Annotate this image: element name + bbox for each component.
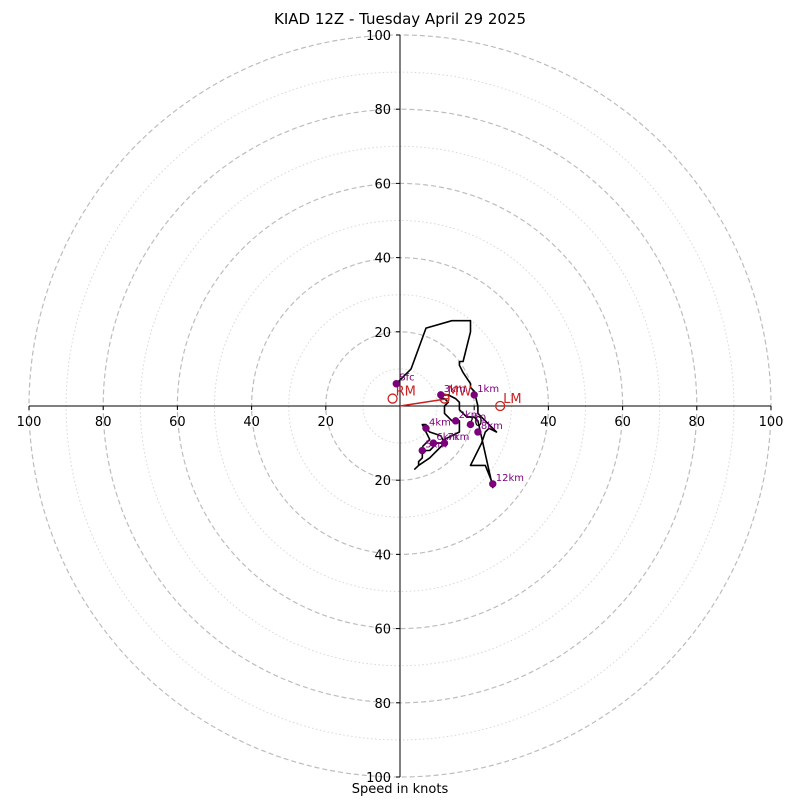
y-tick-label: 80	[374, 103, 391, 118]
height-marker	[470, 391, 478, 399]
height-marker	[422, 424, 430, 432]
storm-motion-label: LM	[503, 392, 521, 407]
tick-labels: 1001008080606040402020202040406060808010…	[17, 29, 784, 786]
height-marker-label: 10	[473, 414, 486, 425]
height-marker-label: 2km	[459, 410, 481, 421]
height-marker	[418, 446, 426, 455]
x-tick-label: 100	[759, 415, 784, 430]
height-marker	[440, 439, 449, 447]
y-tick-label: 20	[374, 474, 391, 489]
x-tick-label: 20	[318, 415, 335, 430]
height-marker	[466, 420, 475, 429]
height-marker-label: 3km	[444, 384, 466, 395]
x-tick-label: 40	[540, 415, 557, 430]
y-tick-label: 80	[374, 697, 391, 712]
height-marker-label: 8km	[481, 421, 503, 432]
height-marker-label: Sfc	[399, 373, 414, 384]
y-tick-label: 60	[374, 177, 391, 192]
x-tick-label: 80	[689, 415, 706, 430]
height-marker	[489, 480, 497, 488]
y-tick-label: 40	[374, 252, 391, 267]
height-marker-label: 5km	[425, 440, 447, 451]
height-marker-label: 12km	[496, 473, 524, 484]
height-marker-label: 1km	[477, 384, 499, 395]
y-tick-label: 100	[366, 29, 391, 44]
height-marker	[429, 439, 438, 447]
height-marker-label: 6km	[436, 432, 458, 443]
x-tick-label: 100	[17, 415, 42, 430]
height-marker	[392, 380, 400, 388]
height-marker	[474, 428, 482, 436]
chart-title: KIAD 12Z - Tuesday April 29 2025	[273, 10, 527, 28]
x-tick-label: 80	[95, 415, 112, 430]
y-tick-label: 60	[374, 623, 391, 638]
storm-motion-label: MW	[448, 385, 472, 400]
x-tick-label: 60	[614, 415, 631, 430]
height-marker	[451, 417, 460, 425]
height-marker-label: 7km	[448, 432, 470, 443]
y-tick-label: 20	[374, 326, 391, 341]
storm-motion-marker	[387, 393, 398, 404]
storm-motion-label: RM	[396, 385, 416, 400]
storm-motions: RM MW LM	[387, 385, 522, 412]
storm-motion-marker	[495, 400, 506, 412]
height-marker-label: 4km	[429, 417, 451, 428]
x-tick-label: 40	[243, 415, 260, 430]
y-tick-label: 40	[374, 548, 391, 563]
x-tick-label: 60	[169, 415, 186, 430]
x-axis-label: Speed in knots	[351, 782, 449, 797]
height-marker	[437, 391, 445, 399]
storm-motion-marker	[439, 393, 450, 404]
y-tick-label: 100	[366, 771, 391, 786]
